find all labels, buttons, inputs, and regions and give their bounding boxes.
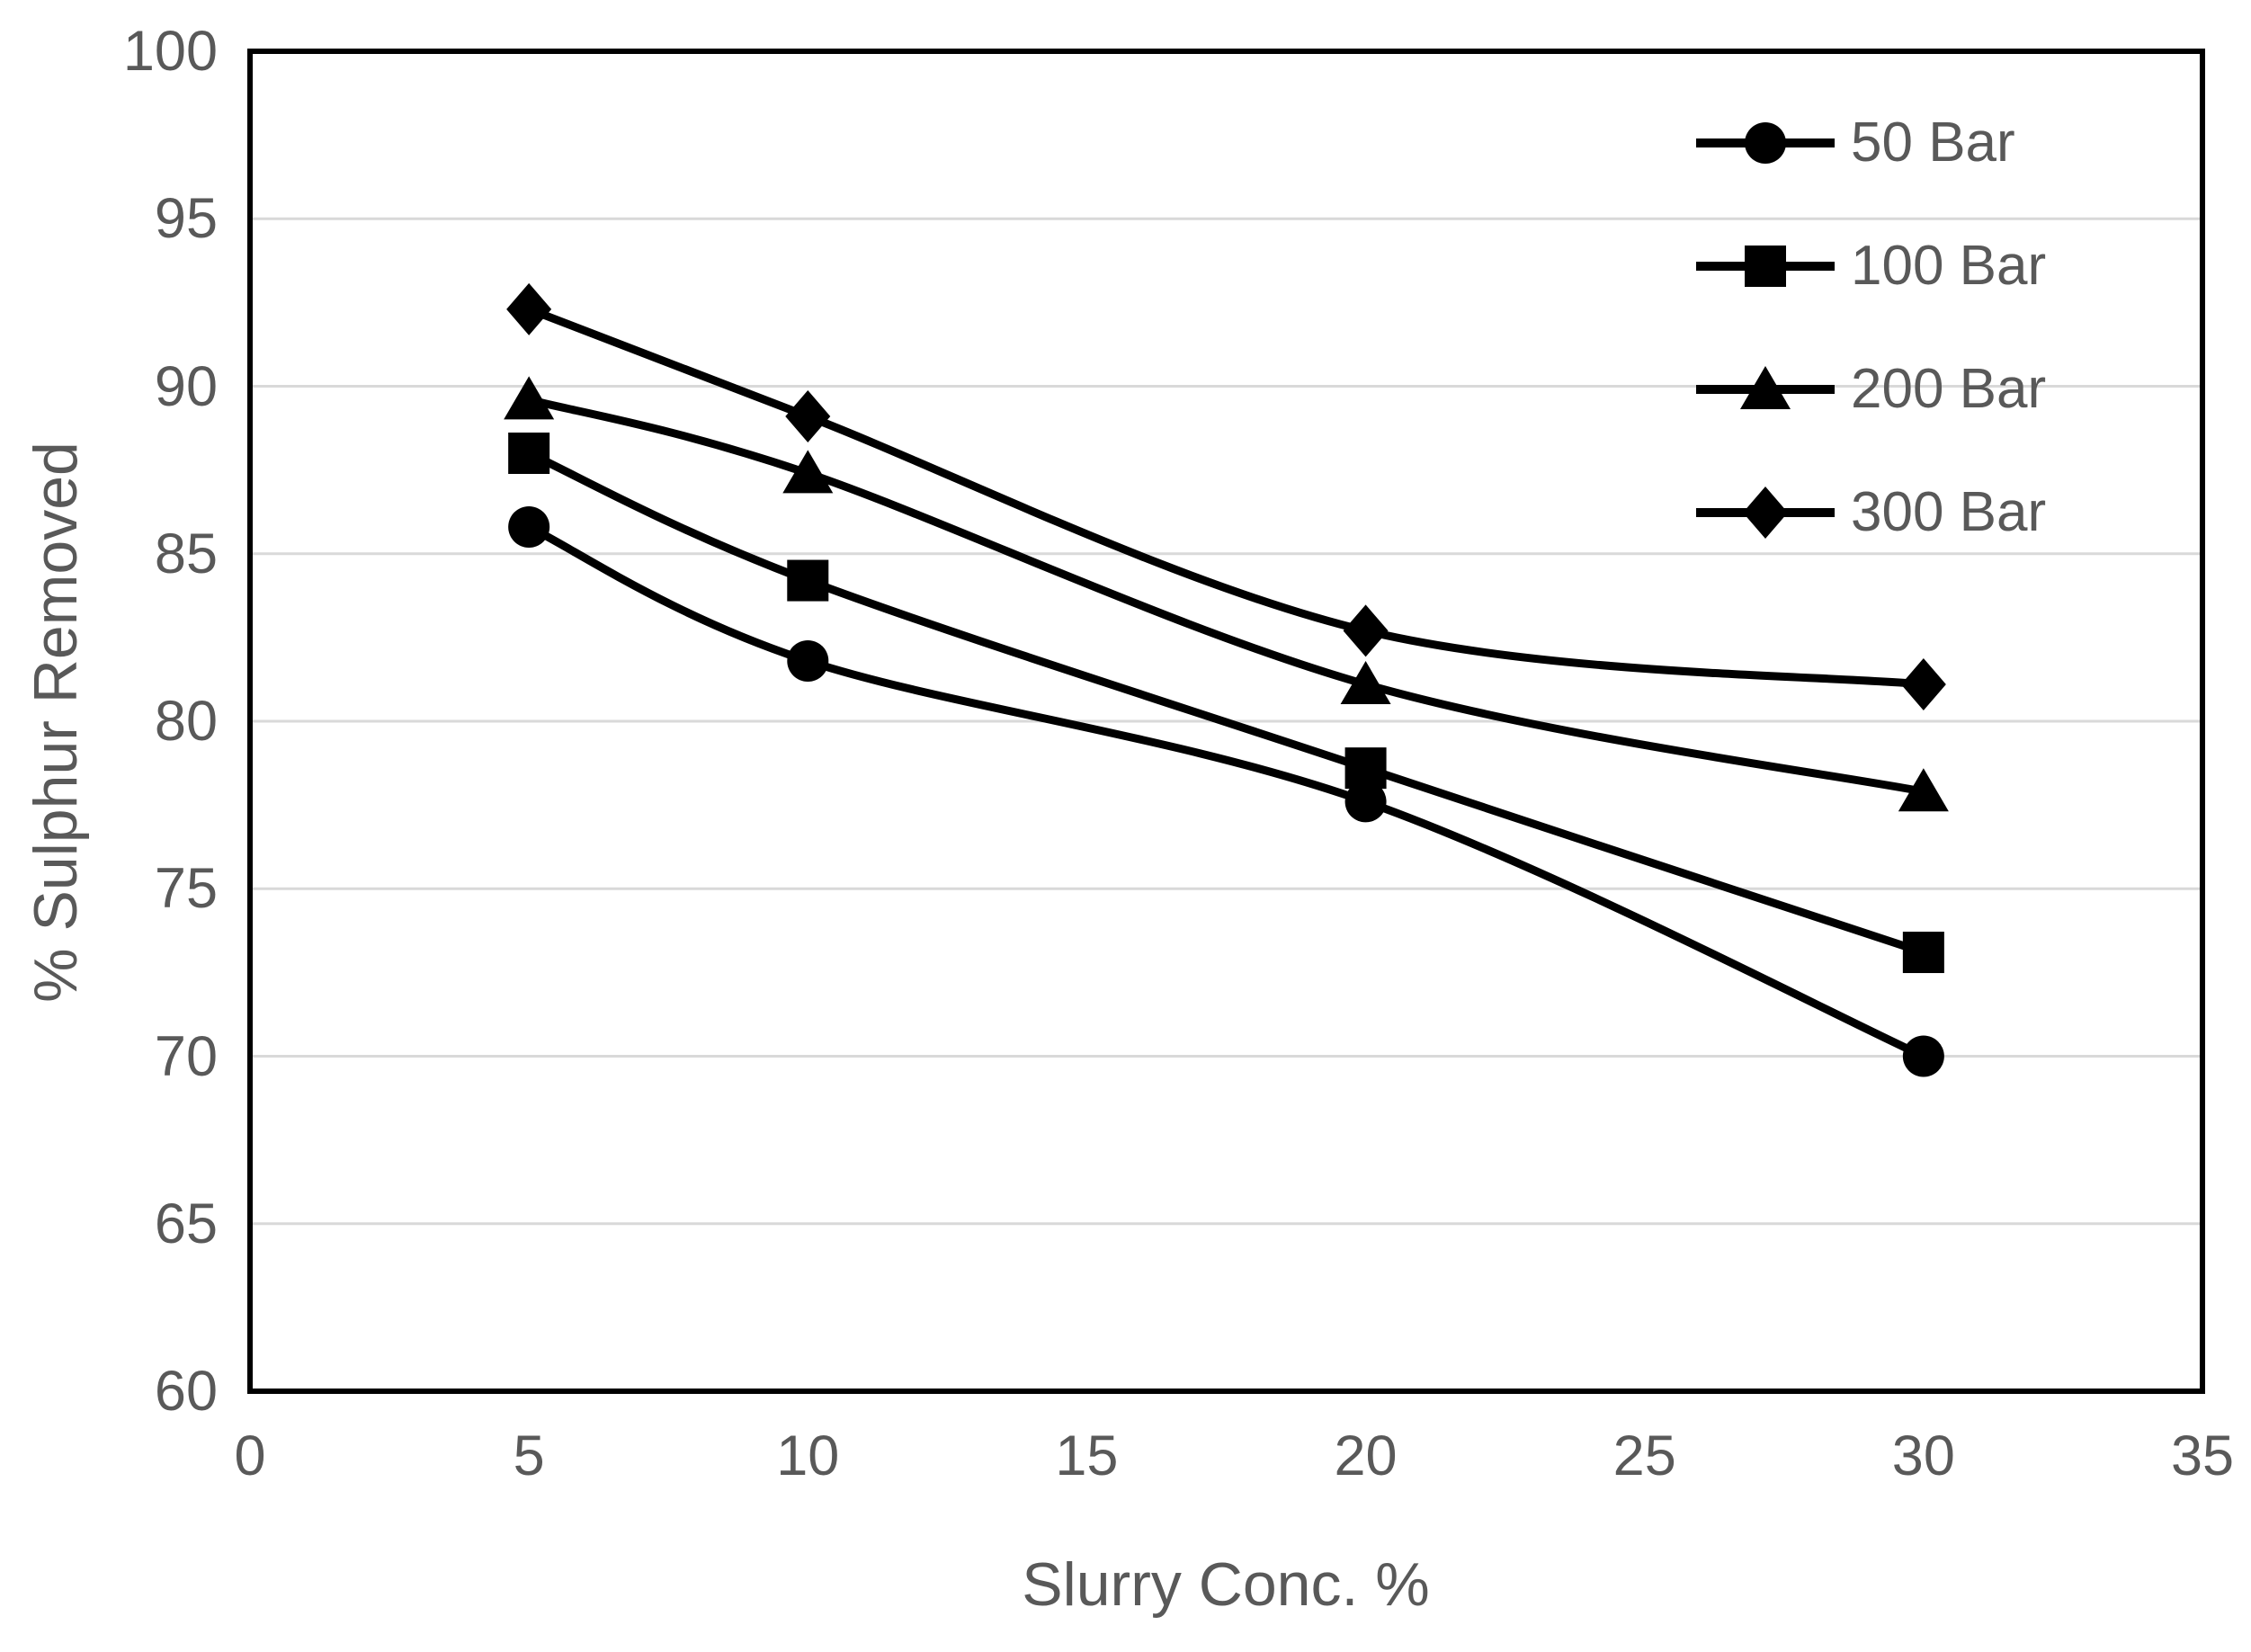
series-line-200-bar (524, 395, 1928, 796)
x-tick-label-0: 0 (234, 1424, 266, 1487)
square-marker (1745, 245, 1786, 287)
circle-marker (1344, 781, 1387, 823)
y-tick-label-90: 90 (154, 354, 218, 418)
square-marker (1344, 747, 1387, 790)
x-tick-label-10: 10 (776, 1424, 840, 1487)
legend-entry-50-bar: 50 Bar (1696, 81, 2046, 204)
square-marker (787, 559, 829, 602)
y-tick-label-65: 65 (154, 1192, 218, 1255)
triangle-marker (1898, 768, 1949, 812)
triangle-legend-key-icon (1696, 365, 1835, 409)
diamond-legend-key-icon (1696, 486, 1835, 539)
circle-marker (787, 639, 829, 682)
square-marker (508, 433, 550, 474)
circle-marker (1902, 1035, 1944, 1077)
diamond-marker (1343, 604, 1389, 657)
legend: 50 Bar 100 Bar 200 Bar 300 Bar (1696, 81, 2046, 574)
triangle-marker (1340, 661, 1391, 705)
square-marker (1902, 932, 1944, 974)
y-tick-label-70: 70 (154, 1024, 218, 1088)
circle-marker (1745, 121, 1786, 164)
legend-label: 200 Bar (1851, 358, 2047, 420)
x-tick-label-20: 20 (1334, 1424, 1398, 1487)
triangle-marker (1740, 365, 1791, 409)
legend-label: 300 Bar (1851, 481, 2047, 543)
triangle-marker (782, 450, 834, 494)
circle-marker (508, 505, 550, 548)
diamond-marker (506, 282, 552, 335)
legend-entry-100-bar: 100 Bar (1696, 204, 2046, 327)
diamond-marker (1900, 658, 1946, 711)
triangle-marker (504, 376, 555, 420)
y-tick-label-80: 80 (154, 690, 218, 753)
series-line-100-bar (524, 449, 1928, 957)
legend-entry-200-bar: 200 Bar (1696, 327, 2046, 451)
legend-label: 50 Bar (1851, 112, 2015, 174)
y-tick-label-60: 60 (154, 1360, 218, 1423)
x-tick-label-15: 15 (1055, 1424, 1119, 1487)
x-tick-label-5: 5 (513, 1424, 545, 1487)
circle-legend-key-icon (1696, 121, 1835, 164)
x-tick-label-25: 25 (1612, 1424, 1676, 1487)
y-tick-label-100: 100 (122, 20, 218, 83)
x-tick-label-30: 30 (1891, 1424, 1955, 1487)
series-line-50-bar (524, 522, 1928, 1060)
plot-border (247, 49, 2205, 1394)
x-tick-label-35: 35 (2170, 1424, 2235, 1487)
x-axis-title: Slurry Conc. % (1022, 1550, 1430, 1619)
series-line-300-bar (524, 305, 1928, 689)
y-tick-label-95: 95 (154, 187, 218, 251)
diamond-marker (1743, 486, 1788, 539)
y-tick-label-85: 85 (154, 522, 218, 585)
y-tick-label-75: 75 (154, 857, 218, 921)
legend-entry-300-bar: 300 Bar (1696, 451, 2046, 574)
legend-label: 100 Bar (1851, 235, 2047, 297)
diamond-marker (785, 390, 831, 443)
square-legend-key-icon (1696, 245, 1835, 287)
